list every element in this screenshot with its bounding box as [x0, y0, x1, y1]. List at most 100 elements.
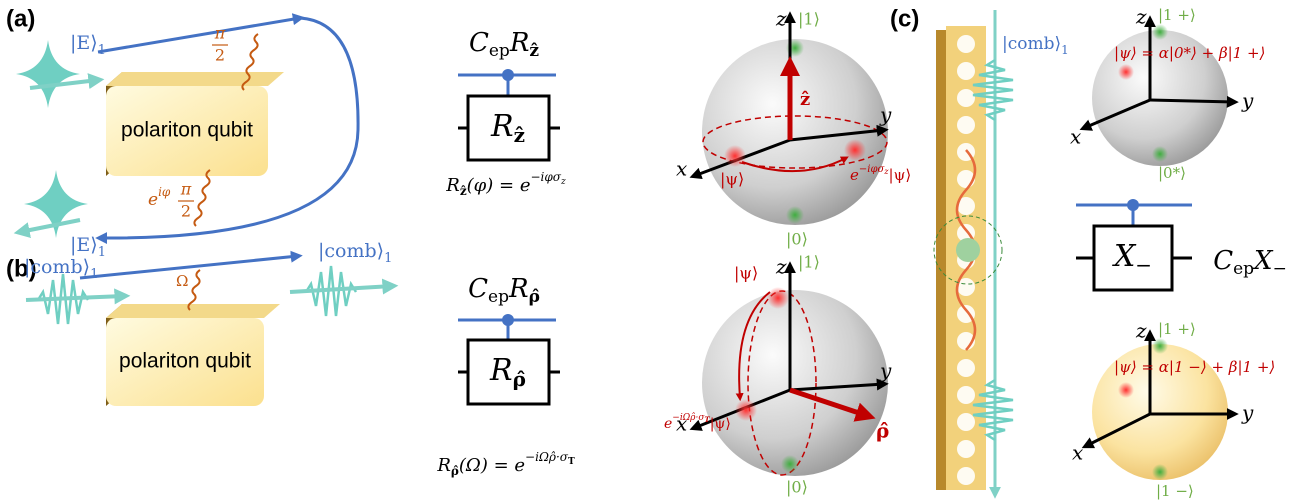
state-label: |ψ⟩ = α|0*⟩ + β|1 +⟩ [1114, 44, 1265, 62]
panel-c: (c) |comb⟩1 z y x |1 +⟩ |0*⟩ |ψ⟩ = α|0*⟩… [890, 5, 1287, 501]
basis-label: |0⟩ [786, 478, 808, 497]
axis-label: x [1070, 125, 1081, 149]
phase-den: 2 [215, 46, 225, 65]
ket: |comb⟩ [318, 240, 384, 262]
coupling-label: Ω [176, 272, 188, 290]
hole [957, 413, 975, 431]
state-point [781, 455, 799, 473]
formula-lhs-sub: ρ̂ [451, 464, 459, 478]
gate-formula: Rρ̂(Ω) = e−iΩρ̂·σT [436, 450, 575, 478]
panel-label: (c) [890, 5, 919, 32]
ket: |E⟩1 [70, 32, 106, 58]
formula-sup-sub: z [560, 177, 566, 187]
gate-r: R [508, 274, 529, 304]
axis-label: z [775, 7, 787, 31]
hole [957, 116, 975, 134]
state-point [1118, 382, 1134, 398]
state-point [1152, 146, 1168, 162]
formula-lhs: R [445, 175, 460, 196]
gate-r-sub: − [1273, 259, 1287, 279]
y-axis [1150, 100, 1234, 102]
hole [957, 35, 975, 53]
gate-c-sub: ep [489, 41, 510, 61]
waveguide-side [936, 30, 946, 490]
ket: |E⟩ [70, 32, 98, 54]
gate-formula: Rẑ(φ) = e−iφσz [445, 170, 566, 198]
axis-label: y [879, 103, 892, 127]
rot-base: e [850, 166, 859, 184]
formula-sup-sub: T [568, 457, 575, 467]
formula-base: e [514, 455, 525, 476]
ket: |comb⟩1 [1002, 34, 1069, 57]
rot-ket: |ψ⟩ [710, 416, 731, 432]
phase-base: e [148, 190, 158, 210]
hole [957, 467, 975, 485]
gate-c: C [1213, 246, 1233, 276]
phase-num: π [180, 180, 192, 199]
bloch-sphere [702, 290, 888, 476]
gate-r-sub: ẑ [514, 123, 525, 147]
formula-arg: (φ) = [467, 175, 520, 196]
gate-title: CepRρ̂ [468, 274, 540, 307]
hole [957, 440, 975, 458]
qubit-label: polariton qubit [121, 119, 253, 142]
gate-r: R [489, 353, 513, 388]
ket: |comb⟩ [1002, 34, 1061, 54]
basis-label: |1 −⟩ [1156, 482, 1194, 500]
formula-lhs: R [436, 455, 451, 476]
figure: (a) polariton qubit |E⟩1 |E⟩1 π 2 eiφ π … [0, 0, 1310, 502]
axis-label: z [775, 255, 787, 279]
panel-a: (a) polariton qubit |E⟩1 |E⟩1 π 2 eiφ π … [6, 5, 911, 259]
state-label: |ψ⟩ = α|1 −⟩ + β|1 +⟩ [1114, 358, 1275, 376]
rot-base: e [664, 416, 672, 432]
formula-sup: −iΩρ̂·σ [525, 450, 569, 464]
gate-c-sub: ep [1233, 259, 1254, 279]
gate-r: R [490, 109, 514, 144]
gate-r: R [509, 28, 530, 58]
gate-c: C [469, 28, 489, 58]
phase-num: π [214, 24, 226, 43]
gate-c: C [468, 274, 488, 304]
state-point [767, 287, 789, 309]
axis-label: x [1072, 441, 1083, 465]
gate-r: X [1252, 246, 1274, 276]
phase: eiφ [148, 185, 171, 210]
qubit-top [106, 304, 280, 318]
axis-vector-label: ẑ [800, 89, 810, 110]
state-point [1152, 338, 1168, 354]
ket: |comb⟩1 [24, 256, 98, 282]
subscript: 1 [90, 267, 98, 282]
qubit-top [106, 72, 284, 86]
gate-title: CepRẑ [469, 28, 539, 61]
coupling-wave [194, 170, 210, 226]
gate-r-sub: − [1135, 253, 1152, 277]
qubit-label: polariton qubit [119, 350, 251, 373]
hole [957, 359, 975, 377]
state-point [1152, 464, 1168, 480]
hole [957, 386, 975, 404]
subscript: 1 [1061, 43, 1069, 57]
hole [957, 62, 975, 80]
state-label: |ψ⟩ [734, 264, 758, 283]
basis-label: |1⟩ [798, 253, 820, 272]
panel-b: (b) polariton qubit |comb⟩1 |comb⟩1 Ω Ce… [6, 240, 892, 497]
panel-label: (a) [6, 5, 35, 32]
photon-arrow [20, 220, 80, 232]
emitter [956, 238, 980, 262]
basis-label: |1 +⟩ [1158, 320, 1196, 338]
state-point [844, 139, 866, 161]
axis-label: z [1135, 5, 1147, 29]
state-point [1118, 64, 1134, 80]
photon-path [98, 18, 300, 52]
ket: |comb⟩1 [318, 240, 392, 266]
basis-label: |0⟩ [786, 230, 808, 249]
gate-r: X [1112, 239, 1137, 274]
axis-label: x [676, 157, 687, 181]
subscript: 1 [98, 245, 106, 260]
formula-arg: (Ω) = [459, 455, 515, 476]
gate-title: CepX− [1213, 246, 1287, 279]
formula-base: e [520, 175, 531, 196]
ket: |comb⟩ [24, 256, 90, 278]
phase-sup: iφ [158, 185, 171, 199]
rot-sup: −iΩρ̂·σ [672, 412, 705, 423]
